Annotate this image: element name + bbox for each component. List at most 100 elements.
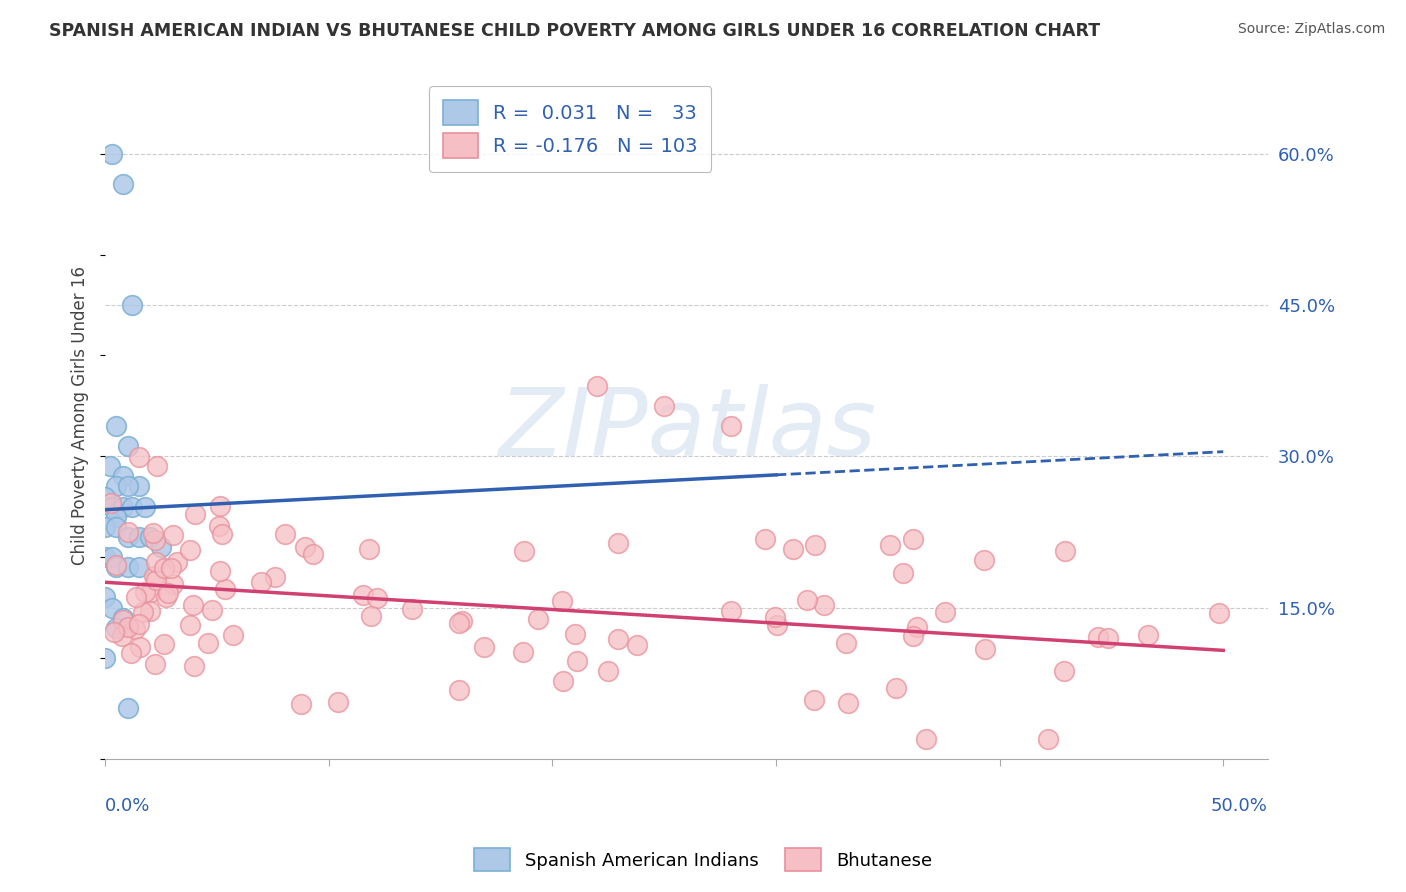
Point (105, 560, 128, 574)
Point (101, 146, 124, 161)
Point (143, 533, 166, 547)
Point (162, 528, 184, 542)
Point (328, 695, 350, 709)
Point (183, 659, 205, 673)
Point (159, 560, 181, 574)
Point (112, 177, 135, 191)
Point (803, 692, 825, 706)
Point (121, 500, 143, 514)
Point (766, 617, 789, 632)
Point (153, 561, 176, 575)
Point (901, 629, 924, 643)
Point (302, 547, 325, 561)
Point (117, 479, 139, 493)
Point (179, 543, 201, 558)
Point (197, 635, 219, 649)
Point (117, 524, 139, 539)
Point (512, 544, 534, 558)
Text: SPANISH AMERICAN INDIAN VS BHUTANESE CHILD POVERTY AMONG GIRLS UNDER 16 CORRELAT: SPANISH AMERICAN INDIAN VS BHUTANESE CHI… (49, 22, 1101, 40)
Point (222, 628, 245, 642)
Point (132, 605, 155, 619)
Point (94, 591, 117, 605)
Point (903, 532, 925, 546)
Point (934, 606, 956, 620)
Point (1038, 731, 1060, 746)
Point (138, 604, 160, 618)
Point (720, 604, 742, 618)
Point (103, 625, 125, 640)
Point (94, 550, 117, 565)
Point (607, 632, 630, 646)
Point (250, 575, 273, 590)
Point (973, 553, 995, 567)
Point (101, 550, 124, 565)
Point (121, 298, 143, 312)
Point (366, 591, 388, 606)
Point (214, 582, 236, 597)
Point (179, 618, 201, 632)
Point (134, 500, 156, 514)
Point (754, 532, 776, 546)
Point (156, 586, 179, 600)
Point (162, 577, 184, 591)
Text: ZIPatlas: ZIPatlas (498, 384, 876, 475)
Point (184, 507, 207, 521)
Point (94, 651, 117, 665)
Point (101, 600, 124, 615)
Point (837, 696, 859, 710)
Point (208, 519, 231, 533)
Point (105, 621, 128, 635)
Point (105, 419, 128, 434)
Point (274, 527, 297, 541)
Point (128, 450, 150, 464)
Point (166, 555, 188, 569)
Text: 50.0%: 50.0% (1211, 797, 1268, 814)
Point (117, 530, 139, 544)
Point (129, 640, 152, 654)
Point (263, 570, 285, 584)
Point (150, 540, 173, 554)
Point (117, 701, 139, 715)
Text: Source: ZipAtlas.com: Source: ZipAtlas.com (1237, 22, 1385, 37)
Point (94, 490, 117, 504)
Legend: Spanish American Indians, Bhutanese: Spanish American Indians, Bhutanese (467, 841, 939, 879)
Point (884, 681, 907, 695)
Point (606, 536, 628, 550)
Point (1136, 628, 1159, 642)
Point (128, 617, 150, 632)
Point (447, 682, 470, 697)
Point (105, 520, 128, 534)
Point (117, 560, 139, 574)
Point (111, 628, 134, 642)
Point (139, 585, 162, 599)
Point (551, 673, 574, 688)
Point (120, 646, 142, 660)
Point (720, 419, 742, 434)
Point (290, 697, 312, 711)
Point (1087, 631, 1109, 645)
Point (1097, 632, 1119, 646)
Point (813, 599, 835, 613)
Point (974, 642, 997, 657)
Point (117, 439, 139, 453)
Point (128, 479, 150, 493)
Point (294, 540, 316, 554)
Point (1053, 543, 1076, 558)
Point (804, 538, 827, 552)
Point (891, 566, 914, 580)
Point (145, 573, 167, 587)
Point (360, 608, 382, 623)
Point (155, 590, 177, 604)
Point (201, 603, 224, 617)
Point (915, 731, 938, 746)
Point (449, 615, 471, 630)
Point (763, 609, 786, 624)
Point (112, 469, 135, 483)
Point (796, 592, 818, 607)
Text: 0.0%: 0.0% (105, 797, 150, 814)
Point (112, 500, 135, 514)
Point (134, 585, 156, 599)
Point (146, 459, 169, 474)
Point (586, 378, 609, 392)
Point (551, 594, 574, 608)
